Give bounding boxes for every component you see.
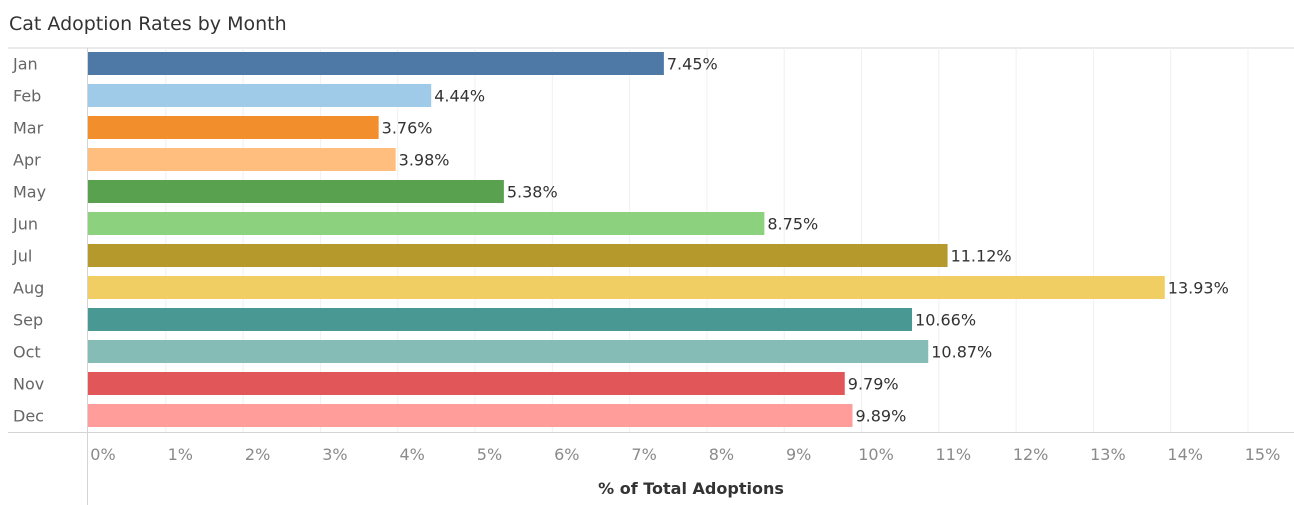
data-label: 3.98% (399, 151, 450, 170)
data-label: 9.79% (848, 375, 899, 394)
x-tick-label: 11% (936, 445, 972, 464)
category-label: Sep (13, 311, 43, 330)
category-label: Nov (13, 375, 44, 394)
x-tick-label: 5% (477, 445, 502, 464)
category-label: Feb (13, 87, 41, 106)
data-label: 4.44% (434, 87, 485, 106)
bar-jun (88, 212, 765, 235)
category-label: Jan (12, 55, 38, 74)
category-label: Mar (13, 119, 44, 138)
gridlines (165, 48, 1249, 432)
x-tick-label: 7% (631, 445, 656, 464)
x-tick-label: 0% (90, 445, 115, 464)
chart-title: Cat Adoption Rates by Month (9, 13, 287, 35)
x-tick-label: 14% (1167, 445, 1203, 464)
bar-jan (88, 52, 664, 75)
x-tick-label: 6% (554, 445, 579, 464)
data-label: 8.75% (767, 215, 818, 234)
x-tick-label: 8% (709, 445, 734, 464)
category-label: Apr (13, 151, 41, 170)
bar-nov (88, 372, 845, 395)
bar-feb (88, 84, 432, 107)
bar-dec (88, 404, 853, 427)
bar-aug (88, 276, 1165, 299)
bar-apr (88, 148, 396, 171)
x-tick-label: 9% (786, 445, 811, 464)
category-label: Jul (12, 247, 32, 266)
x-tick-labels: 0% 1% 2% 3% 4% 5% 6% 7% 8% 9% 10% 11% 12% 13% 14% 15% (90, 445, 1280, 464)
category-label: Dec (13, 407, 44, 426)
bar-sep (88, 308, 913, 331)
x-tick-label: 3% (322, 445, 347, 464)
category-label: Aug (13, 279, 44, 298)
category-label: Jun (12, 215, 38, 234)
x-tick-label: 10% (858, 445, 894, 464)
x-tick-label: 12% (1013, 445, 1049, 464)
x-axis-label: % of Total Adoptions (598, 479, 784, 498)
bars (88, 52, 1165, 427)
category-labels: Jan Feb Mar Apr May Jun Jul Aug Sep Oct Nov Dec (12, 55, 46, 426)
data-label: 11.12% (951, 247, 1012, 266)
x-tick-label: 4% (400, 445, 425, 464)
x-tick-label: 2% (245, 445, 270, 464)
bar-may (88, 180, 504, 203)
data-label: 13.93% (1168, 279, 1229, 298)
data-label: 9.89% (855, 407, 906, 426)
x-tick-label: 13% (1090, 445, 1126, 464)
bar-jul (88, 244, 948, 267)
category-label: Oct (13, 343, 41, 362)
category-label: May (13, 183, 46, 202)
data-label: 10.87% (931, 343, 992, 362)
bar-mar (88, 116, 379, 139)
bar-oct (88, 340, 929, 363)
x-tick-label: 1% (168, 445, 193, 464)
value-labels: 7.45% 4.44%3.76% 3.98% 5.38% 8.75% 11.12% 13.9… (382, 55, 1229, 426)
data-label: 5.38% (507, 183, 558, 202)
data-label: 3.76% (382, 119, 433, 138)
data-label: 10.66% (915, 311, 976, 330)
data-label: 7.45% (667, 55, 718, 74)
x-tick-label: 15% (1245, 445, 1281, 464)
